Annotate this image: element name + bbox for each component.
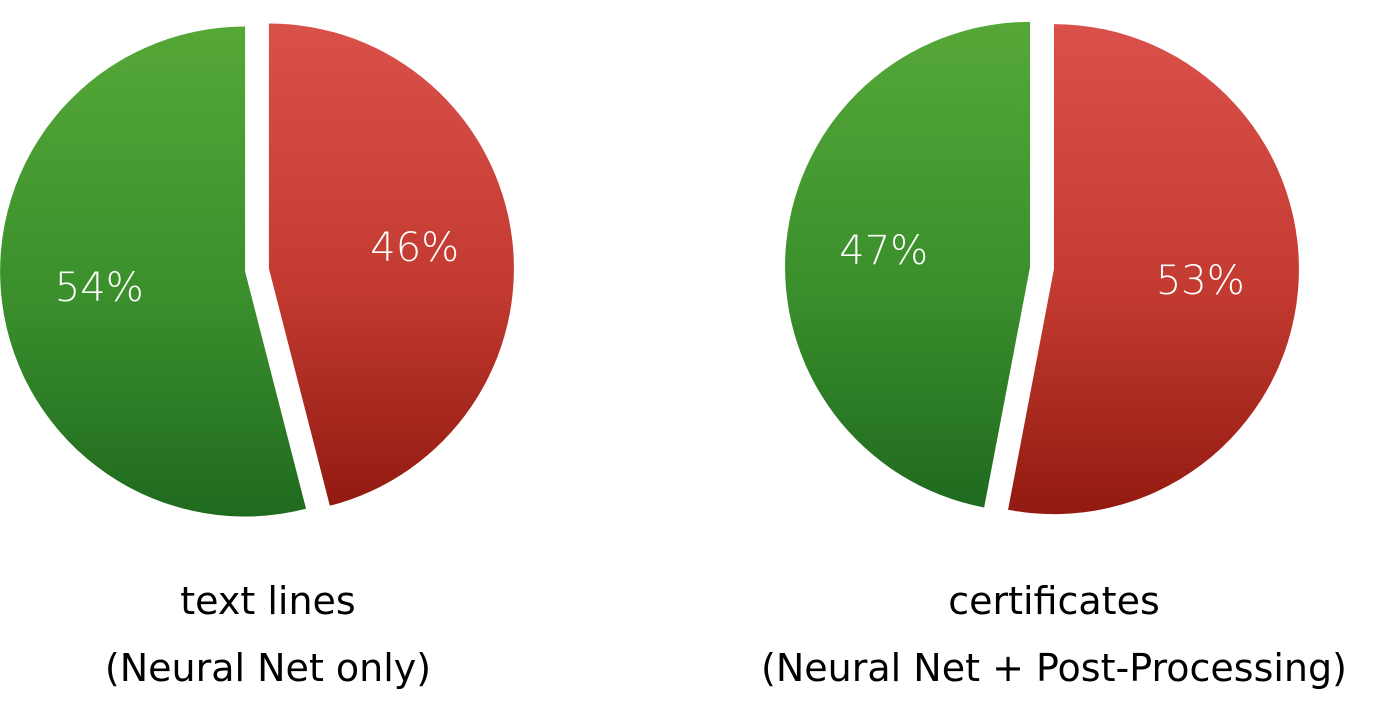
chart-caption-line1: certificates — [948, 579, 1160, 623]
slice-label-red: 46% — [370, 225, 459, 271]
chart-caption-line2: (Neural Net + Post-Processing) — [761, 646, 1347, 690]
pie-chart-text-lines: 54% 46% text lines (Neural Net only) — [0, 23, 514, 690]
chart-caption-line2: (Neural Net only) — [105, 646, 431, 690]
pie-slice-red — [1008, 24, 1299, 514]
chart-caption-line1: text lines — [180, 579, 355, 623]
slice-label-red: 53% — [1156, 258, 1245, 304]
pie-slice-green — [0, 27, 306, 517]
pie-chart-certificates: 47% 53% certificates (Neural Net + Post-… — [761, 22, 1347, 690]
slice-label-green: 47% — [839, 228, 928, 274]
slice-label-green: 54% — [55, 265, 144, 311]
